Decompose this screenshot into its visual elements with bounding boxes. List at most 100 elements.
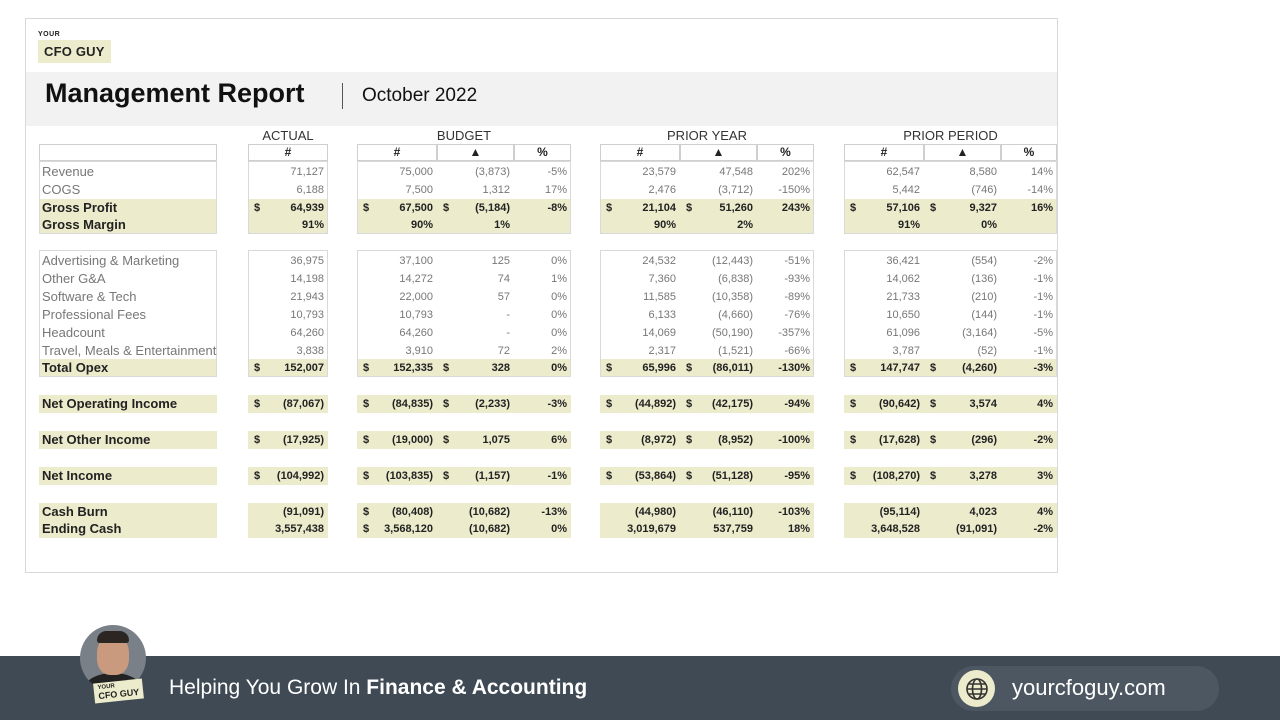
table-cell: (554) — [924, 252, 1001, 270]
table-cell: $51,260 — [680, 199, 757, 217]
table-cell: 36,421 — [844, 252, 924, 270]
column-subheader: # — [600, 144, 680, 161]
row-label: Headcount — [42, 325, 105, 340]
table-cell: 2,476 — [600, 181, 680, 199]
table-cell: 64,260 — [248, 324, 328, 342]
cell-value: 14,272 — [399, 273, 433, 285]
cell-value: (1,521) — [718, 345, 753, 357]
row-highlight — [600, 199, 814, 217]
table-cell: 64,260 — [357, 324, 437, 342]
row-highlight — [357, 503, 571, 521]
table-cell: (746) — [924, 181, 1001, 199]
cell-value: (10,682) — [469, 523, 510, 535]
row-label: Travel, Meals & Entertainment — [42, 343, 217, 358]
dollar-sign: $ — [686, 470, 693, 482]
cell-value: (108,270) — [872, 470, 920, 482]
cell-value: (746) — [971, 184, 997, 196]
dollar-sign: $ — [686, 398, 693, 410]
dollar-sign: $ — [850, 398, 857, 410]
dollar-sign: $ — [930, 362, 937, 374]
table-cell: -89% — [757, 288, 814, 306]
row-label: Other G&A — [42, 271, 106, 286]
row-label: Cash Burn — [42, 504, 108, 519]
row-label: Advertising & Marketing — [42, 253, 180, 268]
table-cell: $ (42,175) — [680, 395, 757, 413]
website-link[interactable]: yourcfoguy.com — [1012, 675, 1166, 700]
cell-value: (4,660) — [718, 309, 753, 321]
table-cell: -1% — [1001, 288, 1057, 306]
cell-value: 91% — [897, 219, 920, 231]
column-subheader: % — [1001, 144, 1057, 161]
cell-value: 9,327 — [969, 202, 997, 214]
table-cell: - — [437, 324, 514, 342]
website-pill[interactable] — [951, 666, 1219, 711]
table-cell: -93% — [757, 270, 814, 288]
row-highlight — [600, 503, 814, 521]
table-cell: $ (8,972) — [600, 431, 680, 449]
row-highlight — [248, 520, 328, 538]
cell-value: 4% — [1037, 398, 1053, 410]
table-cell: 8,580 — [924, 163, 1001, 181]
cell-value: 1% — [494, 219, 510, 231]
cell-value: -1% — [1033, 291, 1053, 303]
table-row: COGS 6,188 7,500 1,312 17% 2,476 (3,712) -150% 5… — [0, 181, 1060, 199]
dollar-sign: $ — [606, 202, 613, 214]
header-whitespace — [600, 19, 1057, 72]
cell-value: 6,188 — [296, 184, 324, 196]
dollar-sign: $ — [443, 434, 450, 446]
cell-value: (8,952) — [718, 434, 753, 446]
cell-value: (3,164) — [962, 327, 997, 339]
table-cell: 1,312 — [437, 181, 514, 199]
cell-value: 64,260 — [399, 327, 433, 339]
cell-value: 1,312 — [482, 184, 510, 196]
cell-value: 16% — [1030, 202, 1053, 214]
row-highlight — [357, 467, 571, 485]
cell-value: 3,278 — [969, 470, 997, 482]
table-cell: (50,190) — [680, 324, 757, 342]
table-cell: 75,000 — [357, 163, 437, 181]
cell-value: 62,547 — [886, 166, 920, 178]
cell-value: (144) — [971, 309, 997, 321]
table-cell: -51% — [757, 252, 814, 270]
cell-value: 65,996 — [642, 362, 676, 374]
dollar-sign: $ — [930, 470, 937, 482]
cell-value: 75,000 — [399, 166, 433, 178]
row-label: Net Other Income — [42, 432, 151, 447]
table-cell: (46,110) — [680, 503, 757, 521]
row-label: Total Opex — [42, 360, 109, 375]
cell-value: 17% — [544, 184, 567, 196]
table-cell: -2% — [1001, 431, 1057, 449]
row-highlight — [600, 395, 814, 413]
table-cell: 11,585 — [600, 288, 680, 306]
cell-value: (136) — [971, 273, 997, 285]
cell-value: 18% — [787, 523, 810, 535]
cell-value: (42,175) — [712, 398, 753, 410]
row-highlight — [600, 431, 814, 449]
table-cell: $ (1,157) — [437, 467, 514, 485]
table-cell: 47,548 — [680, 163, 757, 181]
cell-value: 71,127 — [290, 166, 324, 178]
logo-main-text: CFO GUY — [38, 40, 111, 63]
cell-value: 3,910 — [405, 345, 433, 357]
cell-value: 243% — [781, 202, 810, 214]
cell-value: 2,317 — [648, 345, 676, 357]
table-cell: (4,660) — [680, 306, 757, 324]
table-cell: $9,327 — [924, 199, 1001, 217]
row-highlight — [248, 503, 328, 521]
table-cell: $65,996 — [600, 359, 680, 377]
table-cell: (10,682) — [437, 520, 514, 538]
cell-value: 64,939 — [290, 202, 324, 214]
dollar-sign: $ — [606, 362, 613, 374]
column-group-budget: BUDGET — [436, 128, 492, 143]
cell-value: -3% — [1033, 362, 1053, 374]
row-highlight — [357, 520, 571, 538]
dollar-sign: $ — [850, 362, 857, 374]
cell-value: 4% — [1037, 506, 1053, 518]
cell-value: -2% — [1033, 523, 1053, 535]
dollar-sign: $ — [363, 506, 370, 518]
cell-value: -76% — [784, 309, 810, 321]
table-cell: $ (17,628) — [844, 431, 924, 449]
table-cell: -76% — [757, 306, 814, 324]
table-row: Travel, Meals & Entertainment 3,838 3,910 7… — [0, 342, 1060, 360]
table-cell: 125 — [437, 252, 514, 270]
